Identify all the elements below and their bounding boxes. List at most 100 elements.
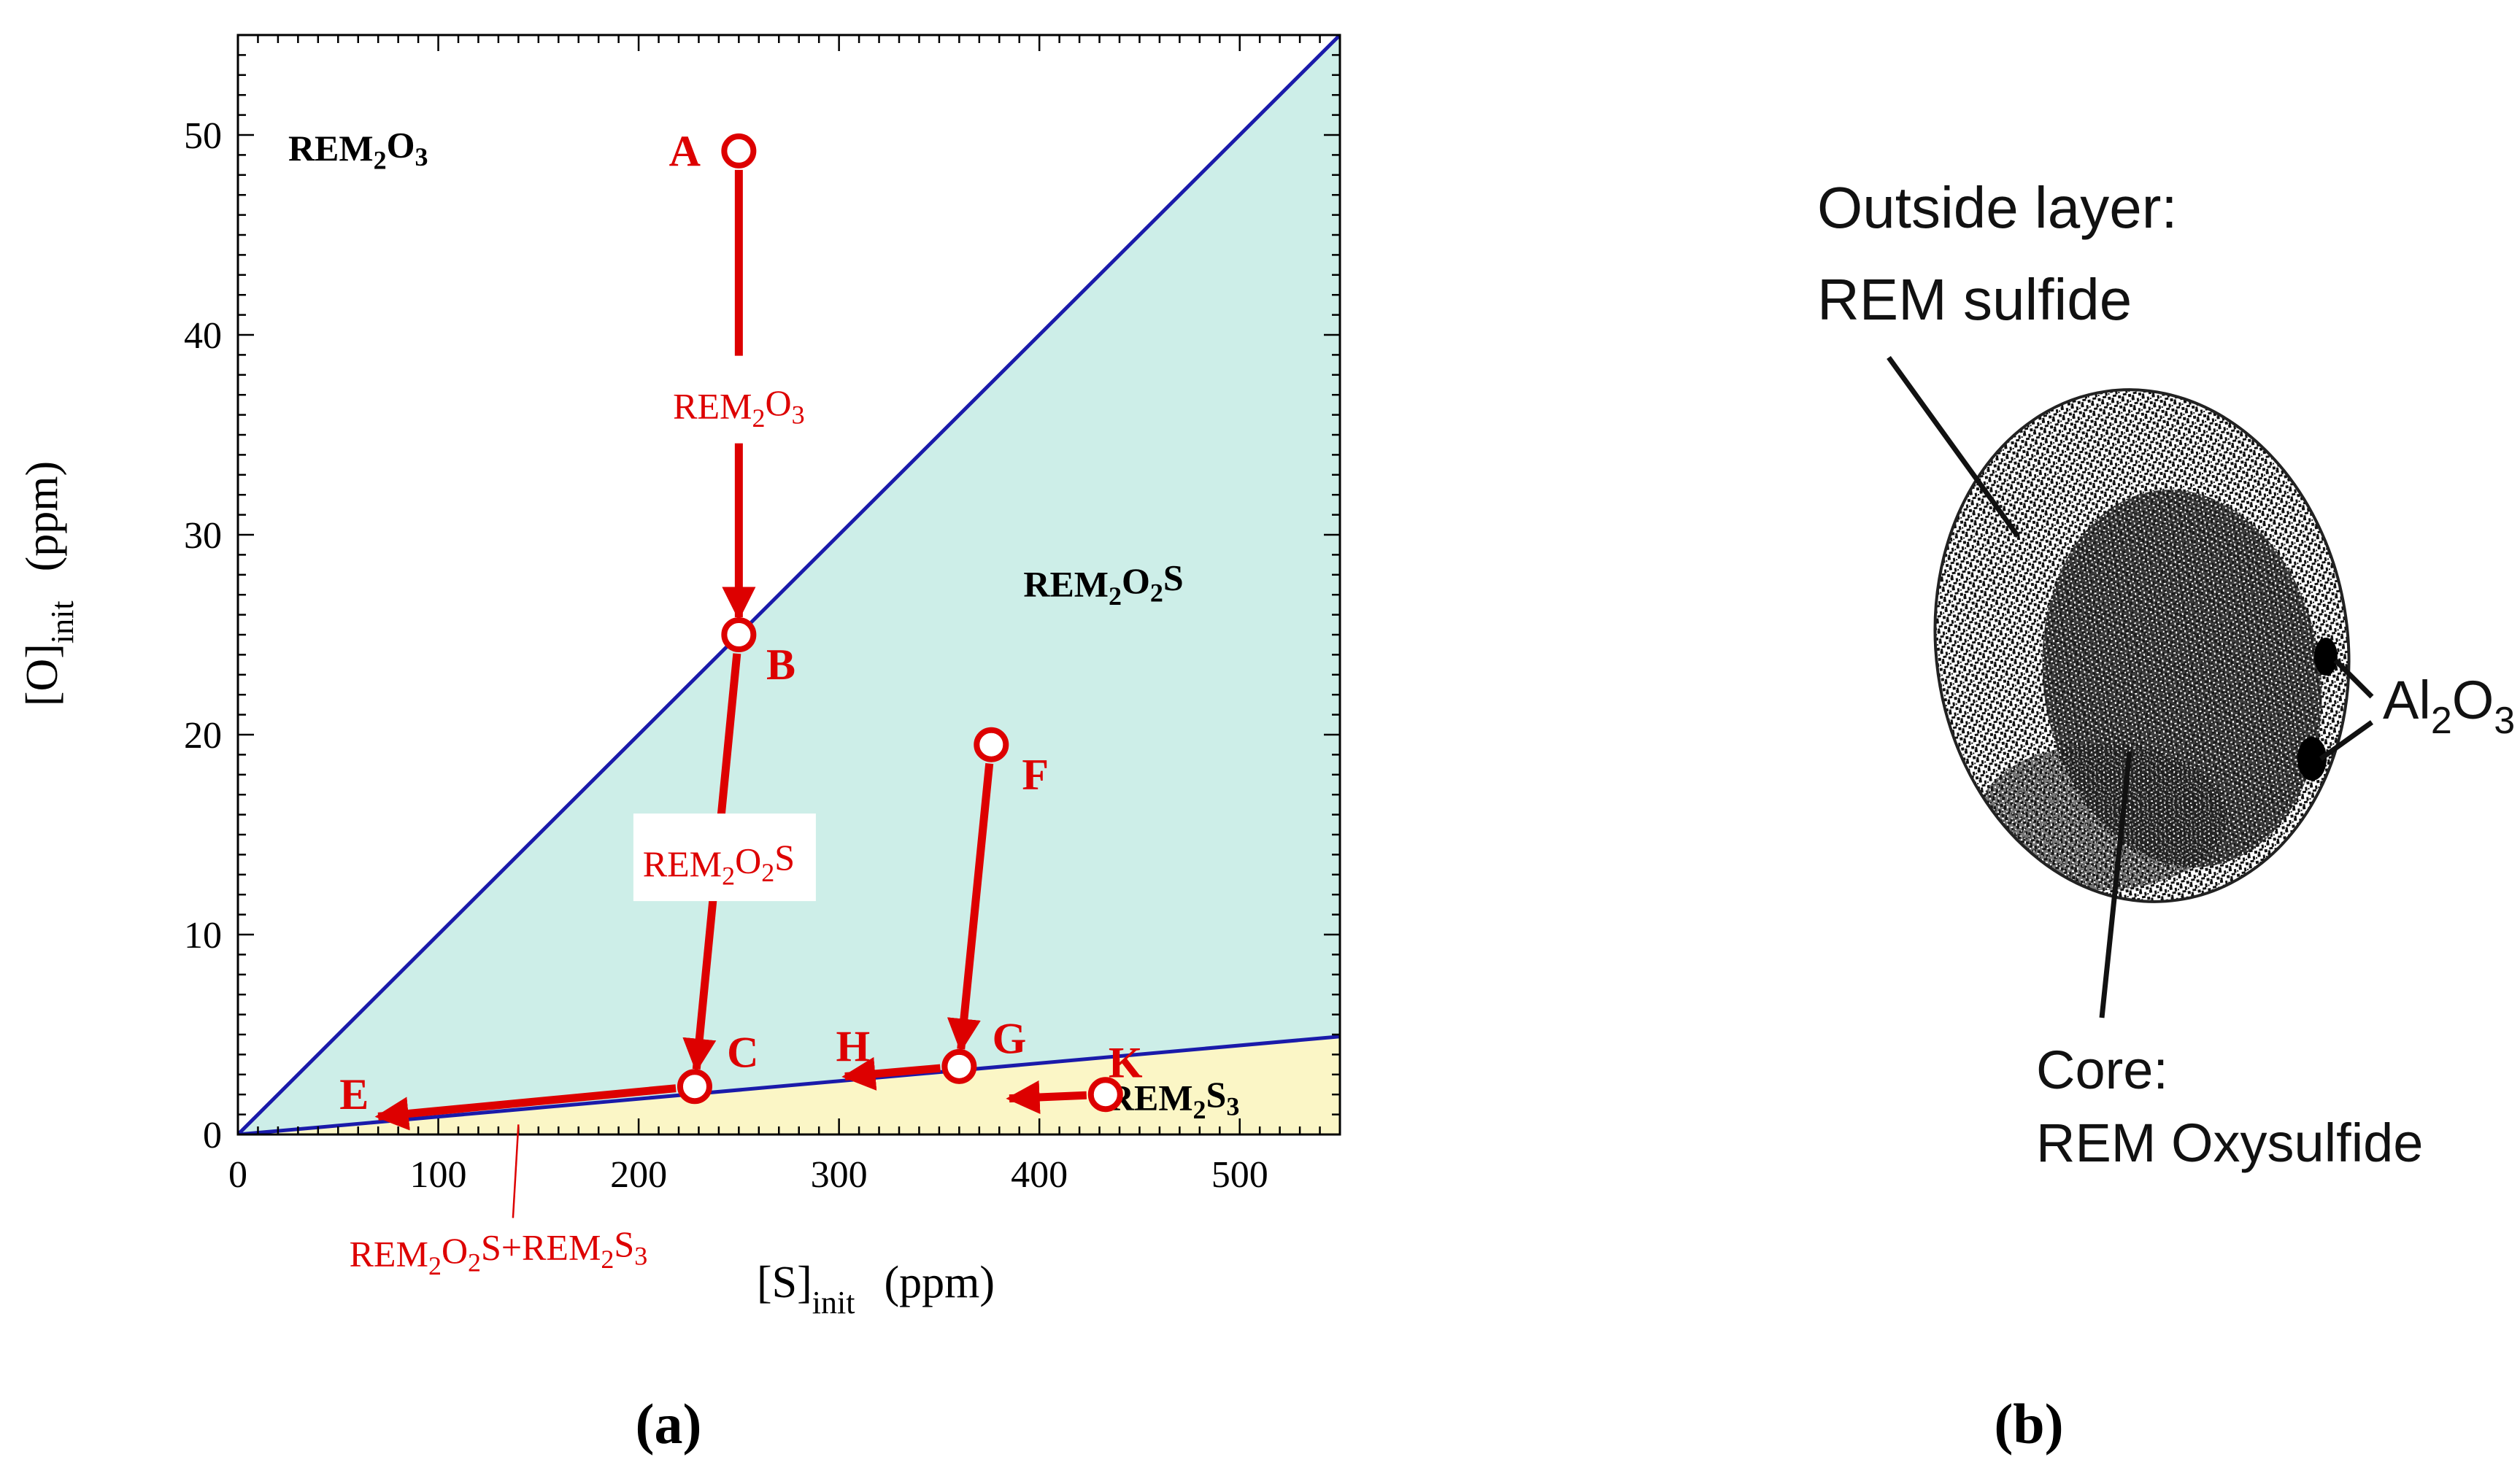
path-label-part: S: [614, 1223, 634, 1264]
path-F-G: [947, 763, 994, 1053]
point-label-h: H: [836, 1022, 871, 1070]
point-label-e: E: [339, 1070, 369, 1118]
path-label-box: [633, 813, 816, 902]
point-label-a: A: [669, 127, 701, 175]
path-label-part: S+REM: [481, 1226, 601, 1267]
callout-outside-label: Outside layer: REM sulfide: [1817, 175, 2194, 332]
region-label-part: 2: [1109, 581, 1122, 611]
x-tick-label: 0: [228, 1154, 247, 1196]
point-marker-f: [974, 727, 1009, 762]
axis-tick-labels: 0 100 200 300 400 500 0 10 20 30 40 50: [184, 115, 1268, 1196]
panel-label-a: (a): [636, 1392, 702, 1455]
y-axis-label: [O]init (ppm): [18, 461, 80, 706]
path-label-part: O: [735, 840, 761, 881]
point-labels: A B C E F G H K: [339, 127, 1143, 1118]
region-label-part: 2: [374, 146, 387, 175]
path-label-part: O: [442, 1230, 468, 1271]
callout-al2o3-part: 3: [2494, 700, 2515, 742]
point-label-k: K: [1109, 1038, 1143, 1086]
path-label: REM2O2S+REM2S3: [350, 1223, 648, 1280]
point-marker-c: [677, 1069, 712, 1105]
callout-al2o3-label: Al2O3: [2383, 670, 2515, 742]
path-label-part: 3: [792, 401, 805, 430]
x-tick-label: 200: [610, 1154, 667, 1196]
region-label: REM2O3: [288, 125, 428, 175]
region-label-part: REM: [288, 128, 374, 169]
path-label-part: 2: [601, 1245, 614, 1274]
path-label-part: 2: [428, 1251, 442, 1280]
path-label-part: 2: [722, 862, 735, 891]
x-tick-label: 100: [410, 1154, 467, 1196]
y-axis-label-unit: (ppm): [18, 461, 67, 572]
point-label-b: B: [766, 641, 795, 689]
callout-core-label: Core: REM Oxysulfide: [2036, 1040, 2423, 1173]
phase-boundaries: [238, 35, 1340, 1134]
path-label: REM2O2S: [643, 837, 795, 890]
callout-core-line-1: Core:: [2036, 1040, 2168, 1100]
region-label-part: REM: [1023, 564, 1109, 605]
path-label-part: REM: [643, 843, 722, 884]
x-axis-label-base: [S]: [757, 1258, 812, 1307]
y-tick-label: 30: [184, 515, 222, 557]
path-label-box: [653, 355, 836, 444]
axis-ticks: [236, 34, 1341, 1136]
path-C-E: [374, 1084, 677, 1131]
x-axis-label-sub: init: [812, 1285, 855, 1321]
point-label-f: F: [1022, 751, 1049, 799]
callout-al2o3-part: O: [2452, 670, 2494, 730]
path-G-H: [841, 1056, 941, 1091]
plot-frame: [236, 34, 1341, 1136]
path-label-part: REM: [350, 1233, 428, 1274]
y-tick-label: 50: [184, 115, 222, 157]
region-label-part: S: [1163, 557, 1184, 598]
callout-outside-line-1: Outside layer:: [1817, 175, 2178, 240]
x-tick-label: 500: [1211, 1154, 1268, 1196]
micrograph-panel: Outside layer: REM sulfide Core: REM Oxy…: [1817, 175, 2515, 1455]
callout-al2o3-leader-2: [2319, 720, 2374, 761]
callout-core-leader: [2099, 751, 2132, 1018]
path-K-K_end: [1006, 1080, 1087, 1115]
path-label-part: S: [774, 837, 795, 878]
y-tick-label: 40: [184, 315, 222, 357]
callout-al2o3-part: 2: [2431, 700, 2452, 742]
point-marker-b: [721, 617, 757, 652]
point-label-c: C: [727, 1029, 758, 1077]
y-axis-label-base: [O]: [18, 643, 67, 706]
path-label: REM2O3: [673, 382, 804, 433]
callout-al2o3-part: Al: [2383, 670, 2431, 730]
callout-core-line-2: REM Oxysulfide: [2036, 1113, 2423, 1173]
path-label-part: 2: [761, 858, 774, 887]
region-label-part: 2: [1193, 1095, 1206, 1124]
region-label: REM2S3: [1108, 1074, 1239, 1124]
path-label-part: REM: [673, 386, 752, 427]
region-label-part: O: [387, 125, 415, 166]
point-label-g: G: [993, 1014, 1027, 1062]
path-label-part: 2: [468, 1248, 481, 1277]
point-marker-k: [1087, 1077, 1123, 1113]
x-tick-label: 300: [811, 1154, 868, 1196]
callout-al2o3-leader-1: [2333, 658, 2374, 699]
boundary-line-1: [238, 1035, 1340, 1134]
panel-label-b: (b): [1994, 1392, 2063, 1455]
y-axis-label-sub: init: [45, 600, 80, 643]
point-marker-a: [721, 133, 757, 169]
boundary-line-0: [238, 35, 1340, 1134]
callout-outside-leader: [1887, 355, 2020, 538]
x-tick-label: 400: [1011, 1154, 1068, 1196]
callout-outside-line-2: REM sulfide: [1817, 267, 2132, 332]
region-label: REM2O2S: [1023, 557, 1183, 611]
y-tick-label: 10: [184, 915, 222, 956]
point-marker-g: [941, 1048, 977, 1084]
path-label-part: O: [765, 382, 791, 423]
path-label-part: 3: [634, 1241, 647, 1270]
composition-points: [677, 133, 1123, 1113]
x-axis-label-unit: (ppm): [884, 1258, 995, 1307]
region-label-part: 2: [1150, 579, 1163, 608]
inclusion-particle: [1933, 388, 2351, 903]
region-label-part: 3: [1226, 1092, 1239, 1121]
region-label-part: 3: [415, 142, 428, 171]
